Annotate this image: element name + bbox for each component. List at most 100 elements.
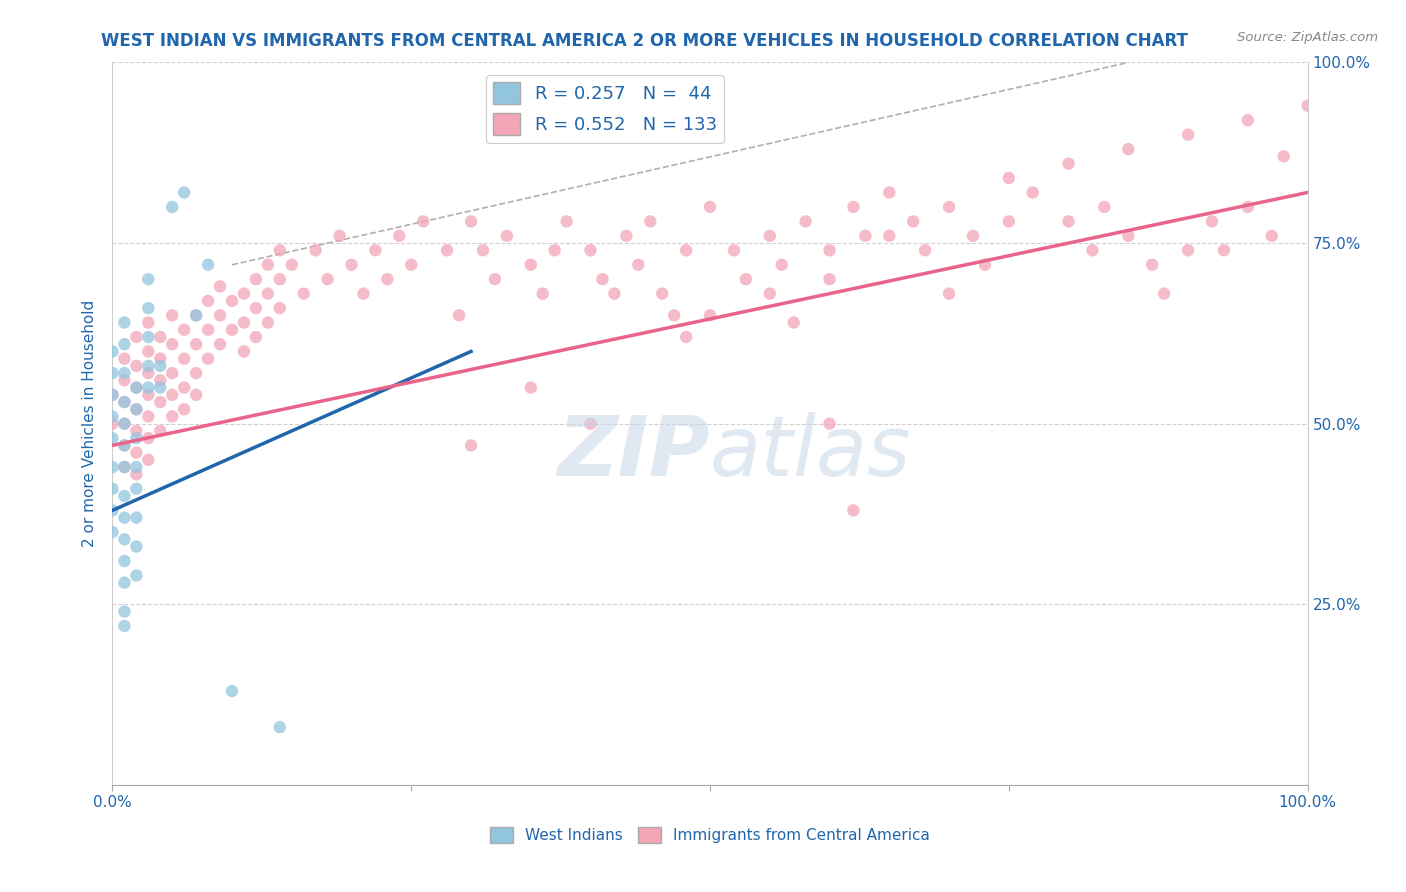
Point [794, 214, 817, 228]
Point [484, 272, 506, 286]
Point [962, 228, 984, 243]
Point [138, 301, 160, 315]
Point [125, 482, 148, 496]
Point [125, 540, 148, 554]
Point [329, 228, 352, 243]
Point [149, 373, 172, 387]
Point [1118, 142, 1140, 156]
Point [1296, 99, 1319, 113]
Point [879, 228, 901, 243]
Point [233, 286, 256, 301]
Point [138, 316, 160, 330]
Point [101, 417, 124, 431]
Point [125, 424, 148, 438]
Legend: West Indians, Immigrants from Central America: West Indians, Immigrants from Central Am… [484, 822, 936, 849]
Point [627, 258, 650, 272]
Point [1057, 214, 1080, 228]
Point [138, 330, 160, 344]
Point [245, 272, 267, 286]
Point [114, 460, 135, 475]
Point [340, 258, 363, 272]
Point [101, 388, 124, 402]
Point [114, 554, 135, 568]
Point [460, 214, 482, 228]
Point [1177, 128, 1199, 142]
Point [855, 228, 877, 243]
Point [149, 330, 172, 344]
Point [149, 380, 172, 394]
Point [1272, 149, 1295, 163]
Point [1081, 244, 1104, 258]
Point [770, 258, 793, 272]
Point [138, 452, 160, 467]
Point [447, 308, 470, 322]
Point [436, 244, 458, 258]
Point [818, 272, 841, 286]
Point [125, 431, 148, 445]
Point [269, 244, 291, 258]
Point [1057, 156, 1080, 170]
Point [496, 228, 519, 243]
Point [125, 330, 148, 344]
Point [257, 258, 280, 272]
Point [125, 402, 148, 417]
Point [1094, 200, 1116, 214]
Point [114, 533, 135, 547]
Point [114, 316, 135, 330]
Point [162, 409, 183, 424]
Point [842, 200, 865, 214]
Point [101, 409, 124, 424]
Point [197, 258, 219, 272]
Point [1261, 228, 1284, 243]
Point [245, 301, 267, 315]
Point [186, 366, 208, 380]
Point [699, 308, 721, 322]
Point [998, 171, 1021, 186]
Point [842, 503, 865, 517]
Point [114, 395, 135, 409]
Point [149, 351, 172, 366]
Point [543, 244, 565, 258]
Point [114, 438, 135, 452]
Point [364, 244, 387, 258]
Point [197, 293, 219, 308]
Point [520, 380, 543, 394]
Text: atlas: atlas [710, 412, 911, 493]
Point [114, 605, 135, 619]
Point [138, 366, 160, 380]
Point [138, 431, 160, 445]
Point [114, 438, 135, 452]
Point [101, 482, 124, 496]
Point [101, 503, 124, 517]
Point [173, 323, 195, 337]
Point [173, 402, 195, 417]
Point [1213, 244, 1236, 258]
Point [879, 186, 901, 200]
Point [101, 344, 124, 359]
Point [186, 308, 208, 322]
Point [998, 214, 1021, 228]
Point [782, 316, 804, 330]
Point [914, 244, 936, 258]
Point [173, 380, 195, 394]
Point [412, 214, 434, 228]
Point [401, 258, 423, 272]
Y-axis label: 2 or more Vehicles in Household: 2 or more Vehicles in Household [82, 300, 97, 548]
Point [352, 286, 374, 301]
Point [114, 489, 135, 503]
Point [101, 460, 124, 475]
Point [101, 524, 124, 539]
Point [531, 286, 554, 301]
Point [1118, 228, 1140, 243]
Point [149, 395, 172, 409]
Point [125, 467, 148, 482]
Point [209, 279, 232, 293]
Point [1201, 214, 1223, 228]
Point [616, 228, 638, 243]
Point [269, 720, 291, 734]
Point [209, 308, 232, 322]
Point [138, 272, 160, 286]
Point [162, 200, 183, 214]
Text: ZIP: ZIP [557, 412, 710, 493]
Point [138, 409, 160, 424]
